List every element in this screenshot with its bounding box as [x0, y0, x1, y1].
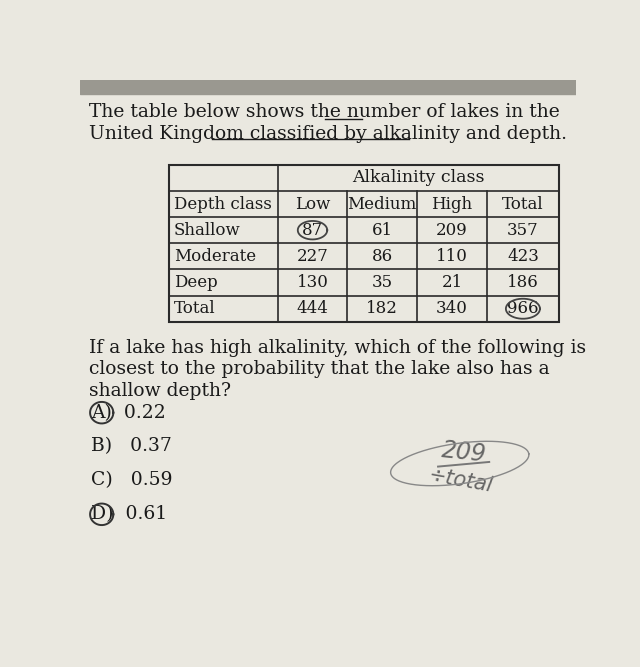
Text: 130: 130 — [296, 274, 328, 291]
Text: Depth class: Depth class — [175, 195, 272, 213]
Text: B)   0.37: B) 0.37 — [91, 438, 172, 456]
Text: 21: 21 — [442, 274, 463, 291]
Text: shallow depth?: shallow depth? — [90, 382, 231, 400]
Text: ÷total: ÷total — [428, 465, 495, 496]
Text: Shallow: Shallow — [174, 221, 241, 239]
Text: D)  0.61: D) 0.61 — [91, 506, 167, 524]
Text: C)   0.59: C) 0.59 — [91, 472, 172, 490]
Text: 87: 87 — [302, 221, 323, 239]
Text: Total: Total — [502, 195, 544, 213]
Text: 444: 444 — [296, 300, 328, 317]
Text: 357: 357 — [507, 221, 539, 239]
Text: Medium: Medium — [348, 195, 417, 213]
Text: 209: 209 — [436, 221, 468, 239]
Text: High: High — [431, 195, 472, 213]
Text: 110: 110 — [436, 248, 468, 265]
Text: 227: 227 — [296, 248, 328, 265]
Text: A)  0.22: A) 0.22 — [91, 404, 166, 422]
Text: 86: 86 — [372, 248, 393, 265]
Text: United Kingdom classified by alkalinity and depth.: United Kingdom classified by alkalinity … — [90, 125, 567, 143]
Text: 35: 35 — [372, 274, 393, 291]
Text: 209: 209 — [440, 438, 487, 467]
Bar — [169, 165, 559, 321]
Text: 423: 423 — [507, 248, 539, 265]
Text: 182: 182 — [366, 300, 398, 317]
Text: 186: 186 — [507, 274, 539, 291]
Text: Moderate: Moderate — [174, 248, 256, 265]
Bar — [80, 80, 576, 94]
Text: Alkalinity class: Alkalinity class — [352, 169, 484, 186]
Text: Deep: Deep — [174, 274, 218, 291]
Text: 61: 61 — [372, 221, 393, 239]
Text: 966: 966 — [507, 300, 539, 317]
Text: Total: Total — [174, 300, 216, 317]
Text: Low: Low — [295, 195, 330, 213]
Text: closest to the probability that the lake also has a: closest to the probability that the lake… — [90, 360, 550, 378]
Text: 340: 340 — [436, 300, 468, 317]
Text: The table below shows the number of lakes in the: The table below shows the number of lake… — [90, 103, 560, 121]
Text: If a lake has high alkalinity, which of the following is: If a lake has high alkalinity, which of … — [90, 339, 586, 357]
